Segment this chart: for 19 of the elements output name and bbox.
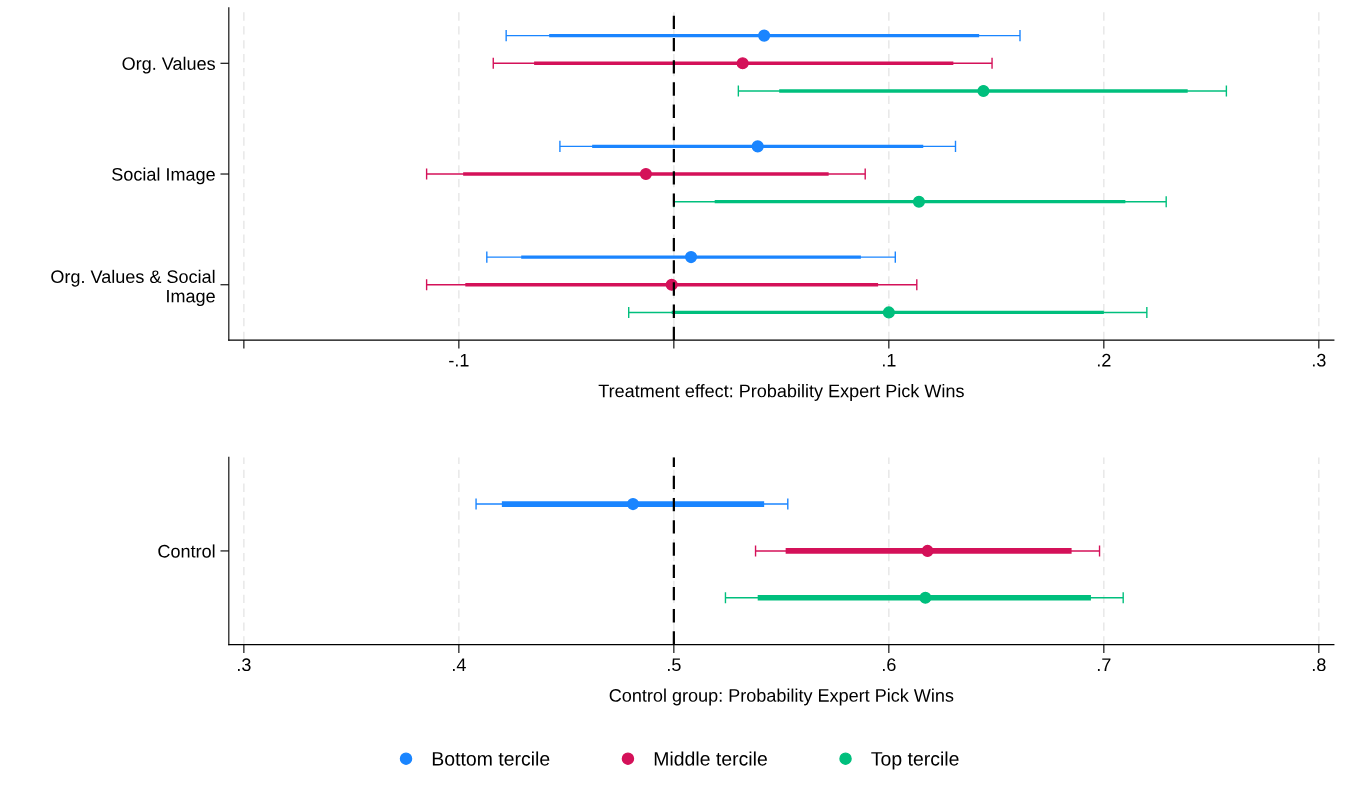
y-tick-label: Social Image <box>112 167 215 185</box>
legend-label: Top tercile <box>871 751 959 770</box>
x-tick-label: -.1 <box>449 353 469 367</box>
x-tick-label: .1 <box>882 353 896 367</box>
x-tick-label: .6 <box>882 658 896 672</box>
x-tick-label: .3 <box>237 658 251 672</box>
legend-label: Middle tercile <box>654 751 767 766</box>
x-tick-label: .5 <box>667 658 681 672</box>
x-tick-label: .4 <box>452 658 466 671</box>
y-tick-label: Org. Values & Social Image <box>51 269 215 307</box>
x-tick-label: .3 <box>1312 353 1326 367</box>
x-axis-title: Control group: Probability Expert Pick Wins <box>609 688 954 706</box>
x-tick-label: .2 <box>1097 353 1111 367</box>
x-tick-label: .7 <box>1097 658 1111 671</box>
legend-label: Bottom tercile <box>432 751 550 766</box>
y-tick-label: Org. Values <box>122 56 215 74</box>
x-tick-label: .8 <box>1312 658 1326 672</box>
x-axis-title: Treatment effect: Probability Expert Pick Wins <box>598 384 964 401</box>
y-tick-label: Control <box>158 544 215 558</box>
